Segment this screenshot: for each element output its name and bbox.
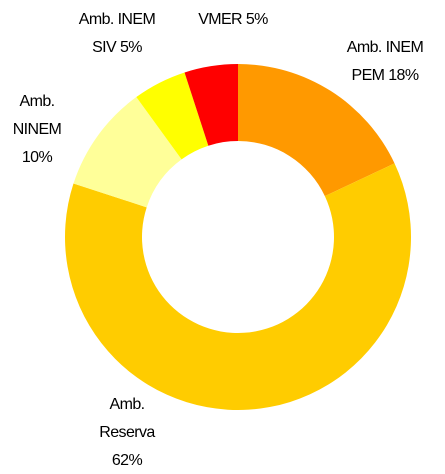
donut-slice	[136, 72, 209, 160]
slice-value: 5%	[245, 11, 269, 28]
donut-slice	[73, 97, 182, 208]
donut-slice	[238, 64, 395, 197]
slice-name: Amb. INEM PEM	[346, 39, 424, 84]
slice-label: Amb. NINEM 10%	[5, 88, 69, 172]
slice-name: VMER	[198, 11, 243, 28]
donut-slice	[184, 64, 238, 146]
slice-label: VMER 5%	[178, 6, 288, 34]
slice-label: Amb. Reserva 62%	[90, 391, 164, 474]
slice-value: 10%	[21, 149, 53, 166]
slice-value: 5%	[119, 39, 143, 56]
slice-label: Amb. INEM SIV 5%	[71, 6, 163, 62]
slice-value: 18%	[388, 67, 419, 84]
slice-name: Amb. INEM SIV	[78, 11, 156, 56]
donut-slice	[65, 163, 411, 410]
slice-name: Amb. Reserva	[99, 396, 155, 441]
slice-value: 62%	[111, 452, 143, 469]
slice-name: Amb. NINEM	[12, 93, 62, 138]
slice-label: Amb. INEM PEM 18%	[339, 34, 431, 90]
